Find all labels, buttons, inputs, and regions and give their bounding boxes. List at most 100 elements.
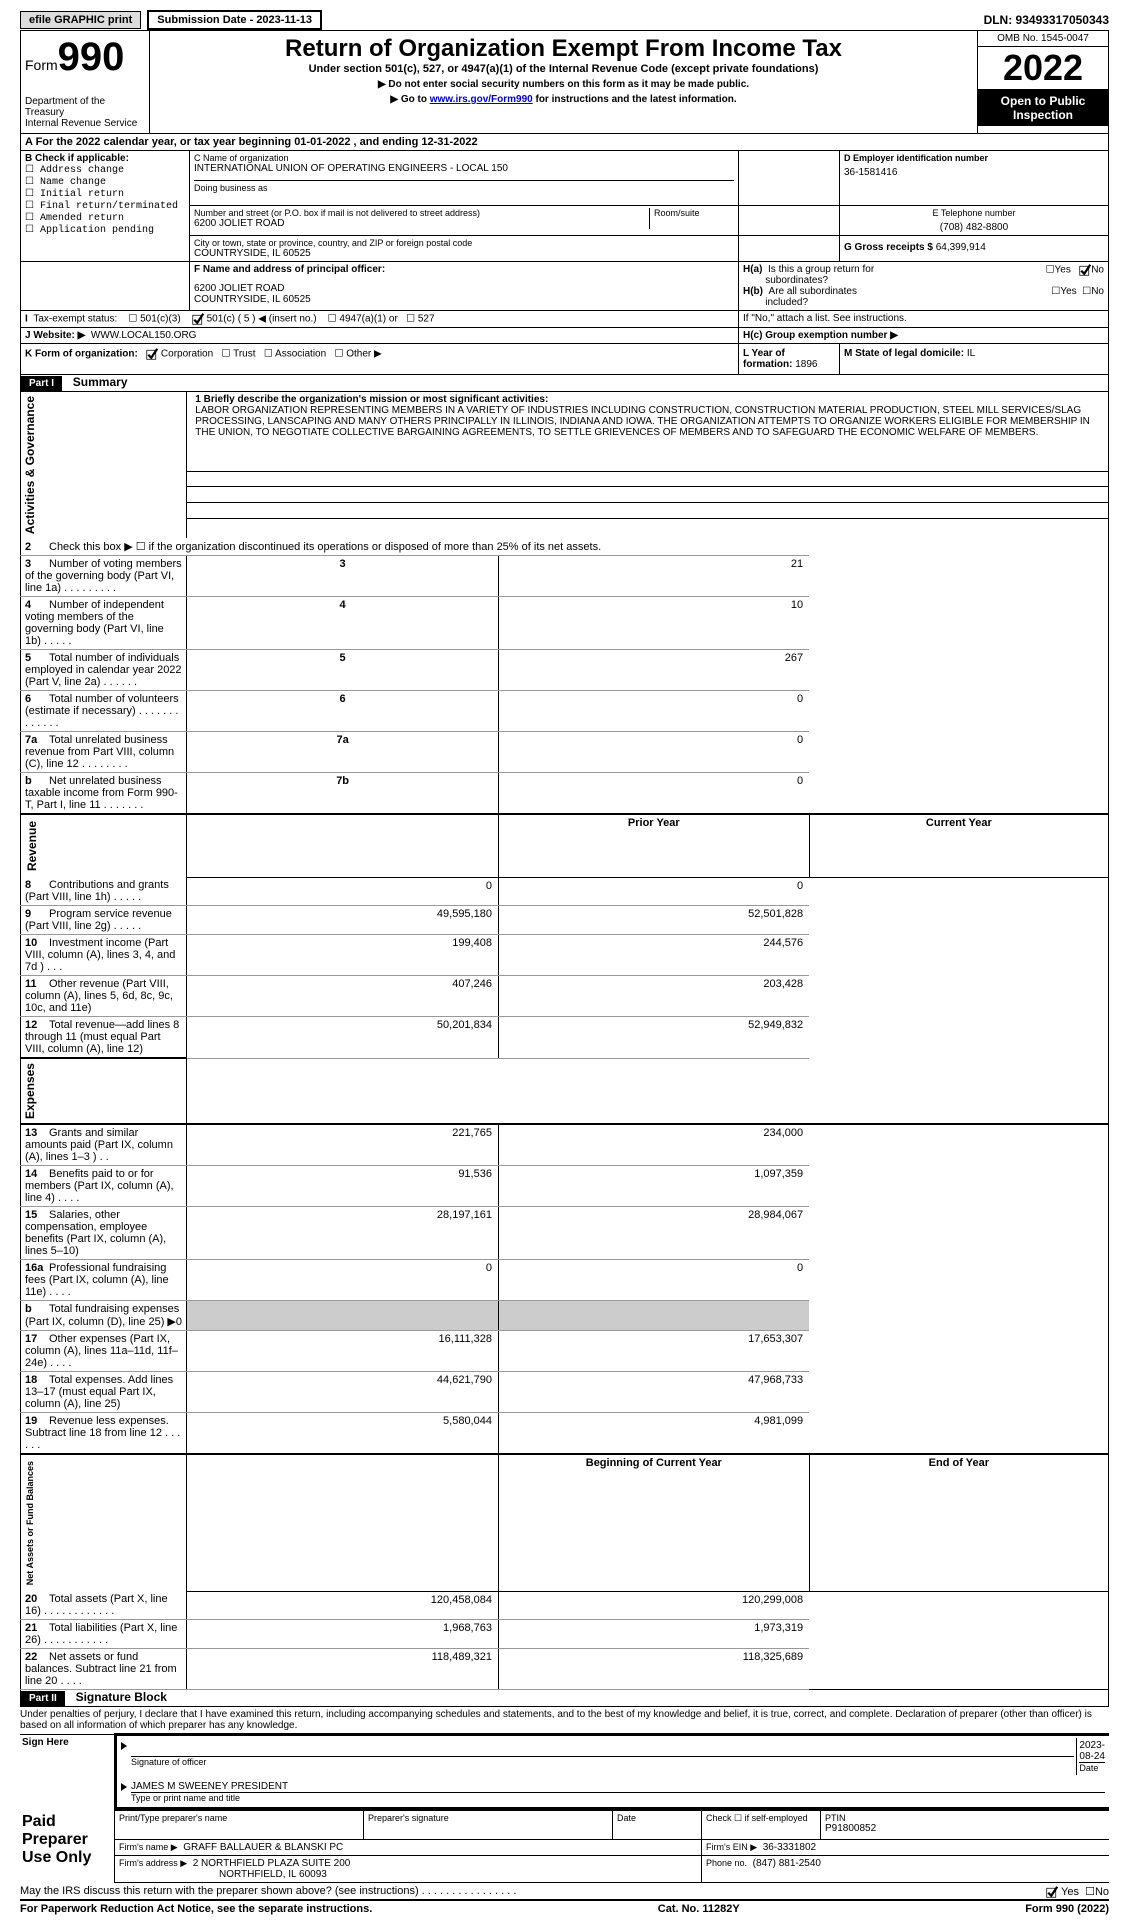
part2-title: Signature Block — [68, 1688, 175, 1706]
officer-name: JAMES M SWEENEY PRESIDENT — [131, 1781, 1105, 1792]
checked-icon — [1079, 264, 1091, 276]
officer-name-label: Type or print name and title — [131, 1792, 1105, 1803]
org-name: INTERNATIONAL UNION OF OPERATING ENGINEE… — [194, 163, 734, 174]
arrow-icon — [121, 1783, 127, 1791]
summary-line: 17Other expenses (Part IX, column (A), l… — [21, 1331, 1109, 1372]
discuss-line: May the IRS discuss this return with the… — [20, 1883, 1109, 1899]
summary-line: 19Revenue less expenses. Subtract line 1… — [21, 1413, 1109, 1455]
efile-print-button[interactable]: efile GRAPHIC print — [20, 11, 141, 29]
summary-line: 16aProfessional fundraising fees (Part I… — [21, 1260, 1109, 1301]
summary-line: 12Total revenue—add lines 8 through 11 (… — [21, 1017, 1109, 1059]
form-ref: Form 990 (2022) — [1025, 1903, 1109, 1915]
form-header: Form990 Department of the Treasury Inter… — [20, 30, 1109, 134]
form-number: Form990 — [25, 35, 145, 80]
checked-icon — [1046, 1886, 1058, 1898]
h-c: H(c) Group exemption number ▶ — [739, 328, 1109, 344]
perjury-text: Under penalties of perjury, I declare th… — [20, 1707, 1109, 1733]
part2-tag: Part II — [21, 1691, 65, 1706]
sig-date-label: Date — [1079, 1762, 1105, 1773]
summary-line: 20Total assets (Part X, line 16) . . . .… — [21, 1591, 1109, 1620]
h-b-answer: ☐Yes ☐No — [994, 286, 1104, 308]
form990-link[interactable]: www.irs.gov/Form990 — [430, 94, 533, 105]
governance-label: Activities & Governance — [21, 392, 39, 538]
summary-line: bTotal fundraising expenses (Part IX, co… — [21, 1301, 1109, 1331]
summary-line: 3Number of voting members of the governi… — [21, 556, 1109, 597]
street-value: 6200 JOLIET ROAD — [194, 218, 649, 229]
pra-notice: For Paperwork Reduction Act Notice, see … — [20, 1903, 372, 1915]
gross-receipts-label: G Gross receipts $ — [844, 242, 933, 253]
line-l: L Year of formation: 1896 — [739, 344, 840, 375]
mission-text: LABOR ORGANIZATION REPRESENTING MEMBERS … — [195, 405, 1100, 438]
arrow-icon — [121, 1742, 127, 1750]
part1-tag: Part I — [21, 376, 62, 391]
gross-receipts-value: 64,399,914 — [936, 242, 986, 253]
h-a-answer: ☐Yes No — [994, 264, 1104, 286]
prep-sig-label: Preparer's signature — [368, 1813, 608, 1823]
ptin-value: P91800852 — [825, 1823, 1105, 1834]
firm-name-label: Firm's name ▶ — [119, 1842, 178, 1852]
officer-addr1: 6200 JOLIET ROAD — [194, 283, 734, 294]
room-label: Room/suite — [654, 208, 734, 218]
name-label: C Name of organization — [194, 153, 734, 163]
summary-line: 22Net assets or fund balances. Subtract … — [21, 1649, 1109, 1690]
prep-date-label: Date — [617, 1813, 697, 1823]
cat-no: Cat. No. 11282Y — [658, 1903, 740, 1915]
summary-line: 14Benefits paid to or for members (Part … — [21, 1166, 1109, 1207]
beg-year-header: Beginning of Current Year — [498, 1454, 809, 1591]
ein-label: D Employer identification number — [844, 153, 1104, 163]
summary-line: 7aTotal unrelated business revenue from … — [21, 732, 1109, 773]
sig-date-value: 2023-08-24 — [1079, 1740, 1105, 1762]
dba-label: Doing business as — [194, 180, 734, 193]
summary-line: 15Salaries, other compensation, employee… — [21, 1207, 1109, 1260]
top-bar: efile GRAPHIC print Submission Date - 20… — [20, 10, 1109, 30]
summary-line: 11Other revenue (Part VIII, column (A), … — [21, 976, 1109, 1017]
summary-line: bNet unrelated business taxable income f… — [21, 773, 1109, 815]
omb-number: OMB No. 1545-0047 — [978, 31, 1108, 47]
firm-ein: 36-3331802 — [763, 1842, 816, 1853]
current-year-header: Current Year — [809, 814, 1108, 877]
officer-addr2: COUNTRYSIDE, IL 60525 — [194, 294, 734, 305]
expenses-label: Expenses — [21, 1059, 39, 1123]
netassets-label: Net Assets or Fund Balances — [23, 1457, 37, 1589]
firm-addr2: NORTHFIELD, IL 60093 — [219, 1869, 327, 1880]
summary-line: 10Investment income (Part VIII, column (… — [21, 935, 1109, 976]
officer-label: F Name and address of principal officer: — [194, 264, 734, 275]
ptin-label: PTIN — [825, 1813, 1105, 1823]
summary-line: 2Check this box ▶ ☐ if the organization … — [21, 538, 1109, 556]
street-label: Number and street (or P.O. box if mail i… — [194, 208, 649, 218]
line-m: M State of legal domicile: IL — [840, 344, 1109, 375]
prep-name-label: Print/Type preparer's name — [119, 1813, 359, 1823]
city-label: City or town, state or province, country… — [194, 238, 734, 248]
section-b: B Check if applicable: ☐ Address change … — [21, 151, 190, 262]
summary-line: 6Total number of volunteers (estimate if… — [21, 691, 1109, 732]
firm-addr-label: Firm's address ▶ — [119, 1858, 187, 1868]
line-k: K Form of organization: Corporation ☐ Tr… — [21, 344, 739, 375]
submission-date: Submission Date - 2023-11-13 — [147, 10, 322, 30]
line-a-tax-year: A For the 2022 calendar year, or tax yea… — [21, 134, 1109, 151]
tax-year: 2022 — [978, 47, 1108, 90]
open-inspection: Open to Public Inspection — [978, 90, 1108, 126]
line-i: I Tax-exempt status: ☐ 501(c)(3) 501(c) … — [21, 311, 739, 328]
mission-label: 1 Briefly describe the organization's mi… — [195, 394, 1100, 405]
dln: DLN: 93493317050343 — [984, 13, 1109, 27]
city-value: COUNTRYSIDE, IL 60525 — [194, 248, 734, 259]
paid-preparer-label: Paid Preparer Use Only — [20, 1811, 115, 1883]
summary-line: 13Grants and similar amounts paid (Part … — [21, 1124, 1109, 1166]
summary-line: 18Total expenses. Add lines 13–17 (must … — [21, 1372, 1109, 1413]
irs-label: Internal Revenue Service — [25, 118, 145, 129]
end-year-header: End of Year — [809, 1454, 1108, 1591]
prior-year-header: Prior Year — [498, 814, 809, 877]
revenue-label: Revenue — [23, 817, 41, 875]
self-employed-label: Check ☐ if self-employed — [706, 1813, 816, 1824]
sign-here-label: Sign Here — [20, 1735, 116, 1809]
footer: For Paperwork Reduction Act Notice, see … — [20, 1899, 1109, 1917]
part1-title: Summary — [65, 373, 136, 391]
line-j: J Website: ▶ WWW.LOCAL150.ORG — [21, 328, 739, 344]
summary-line: 9Program service revenue (Part VIII, lin… — [21, 906, 1109, 935]
summary-line: 21Total liabilities (Part X, line 26) . … — [21, 1620, 1109, 1649]
summary-line: 8Contributions and grants (Part VIII, li… — [21, 877, 1109, 906]
checked-icon — [146, 348, 158, 360]
ein-value: 36-1581416 — [844, 167, 1104, 178]
form-title: Return of Organization Exempt From Incom… — [154, 35, 973, 63]
firm-name: GRAFF BALLAUER & BLANSKI PC — [183, 1842, 343, 1853]
